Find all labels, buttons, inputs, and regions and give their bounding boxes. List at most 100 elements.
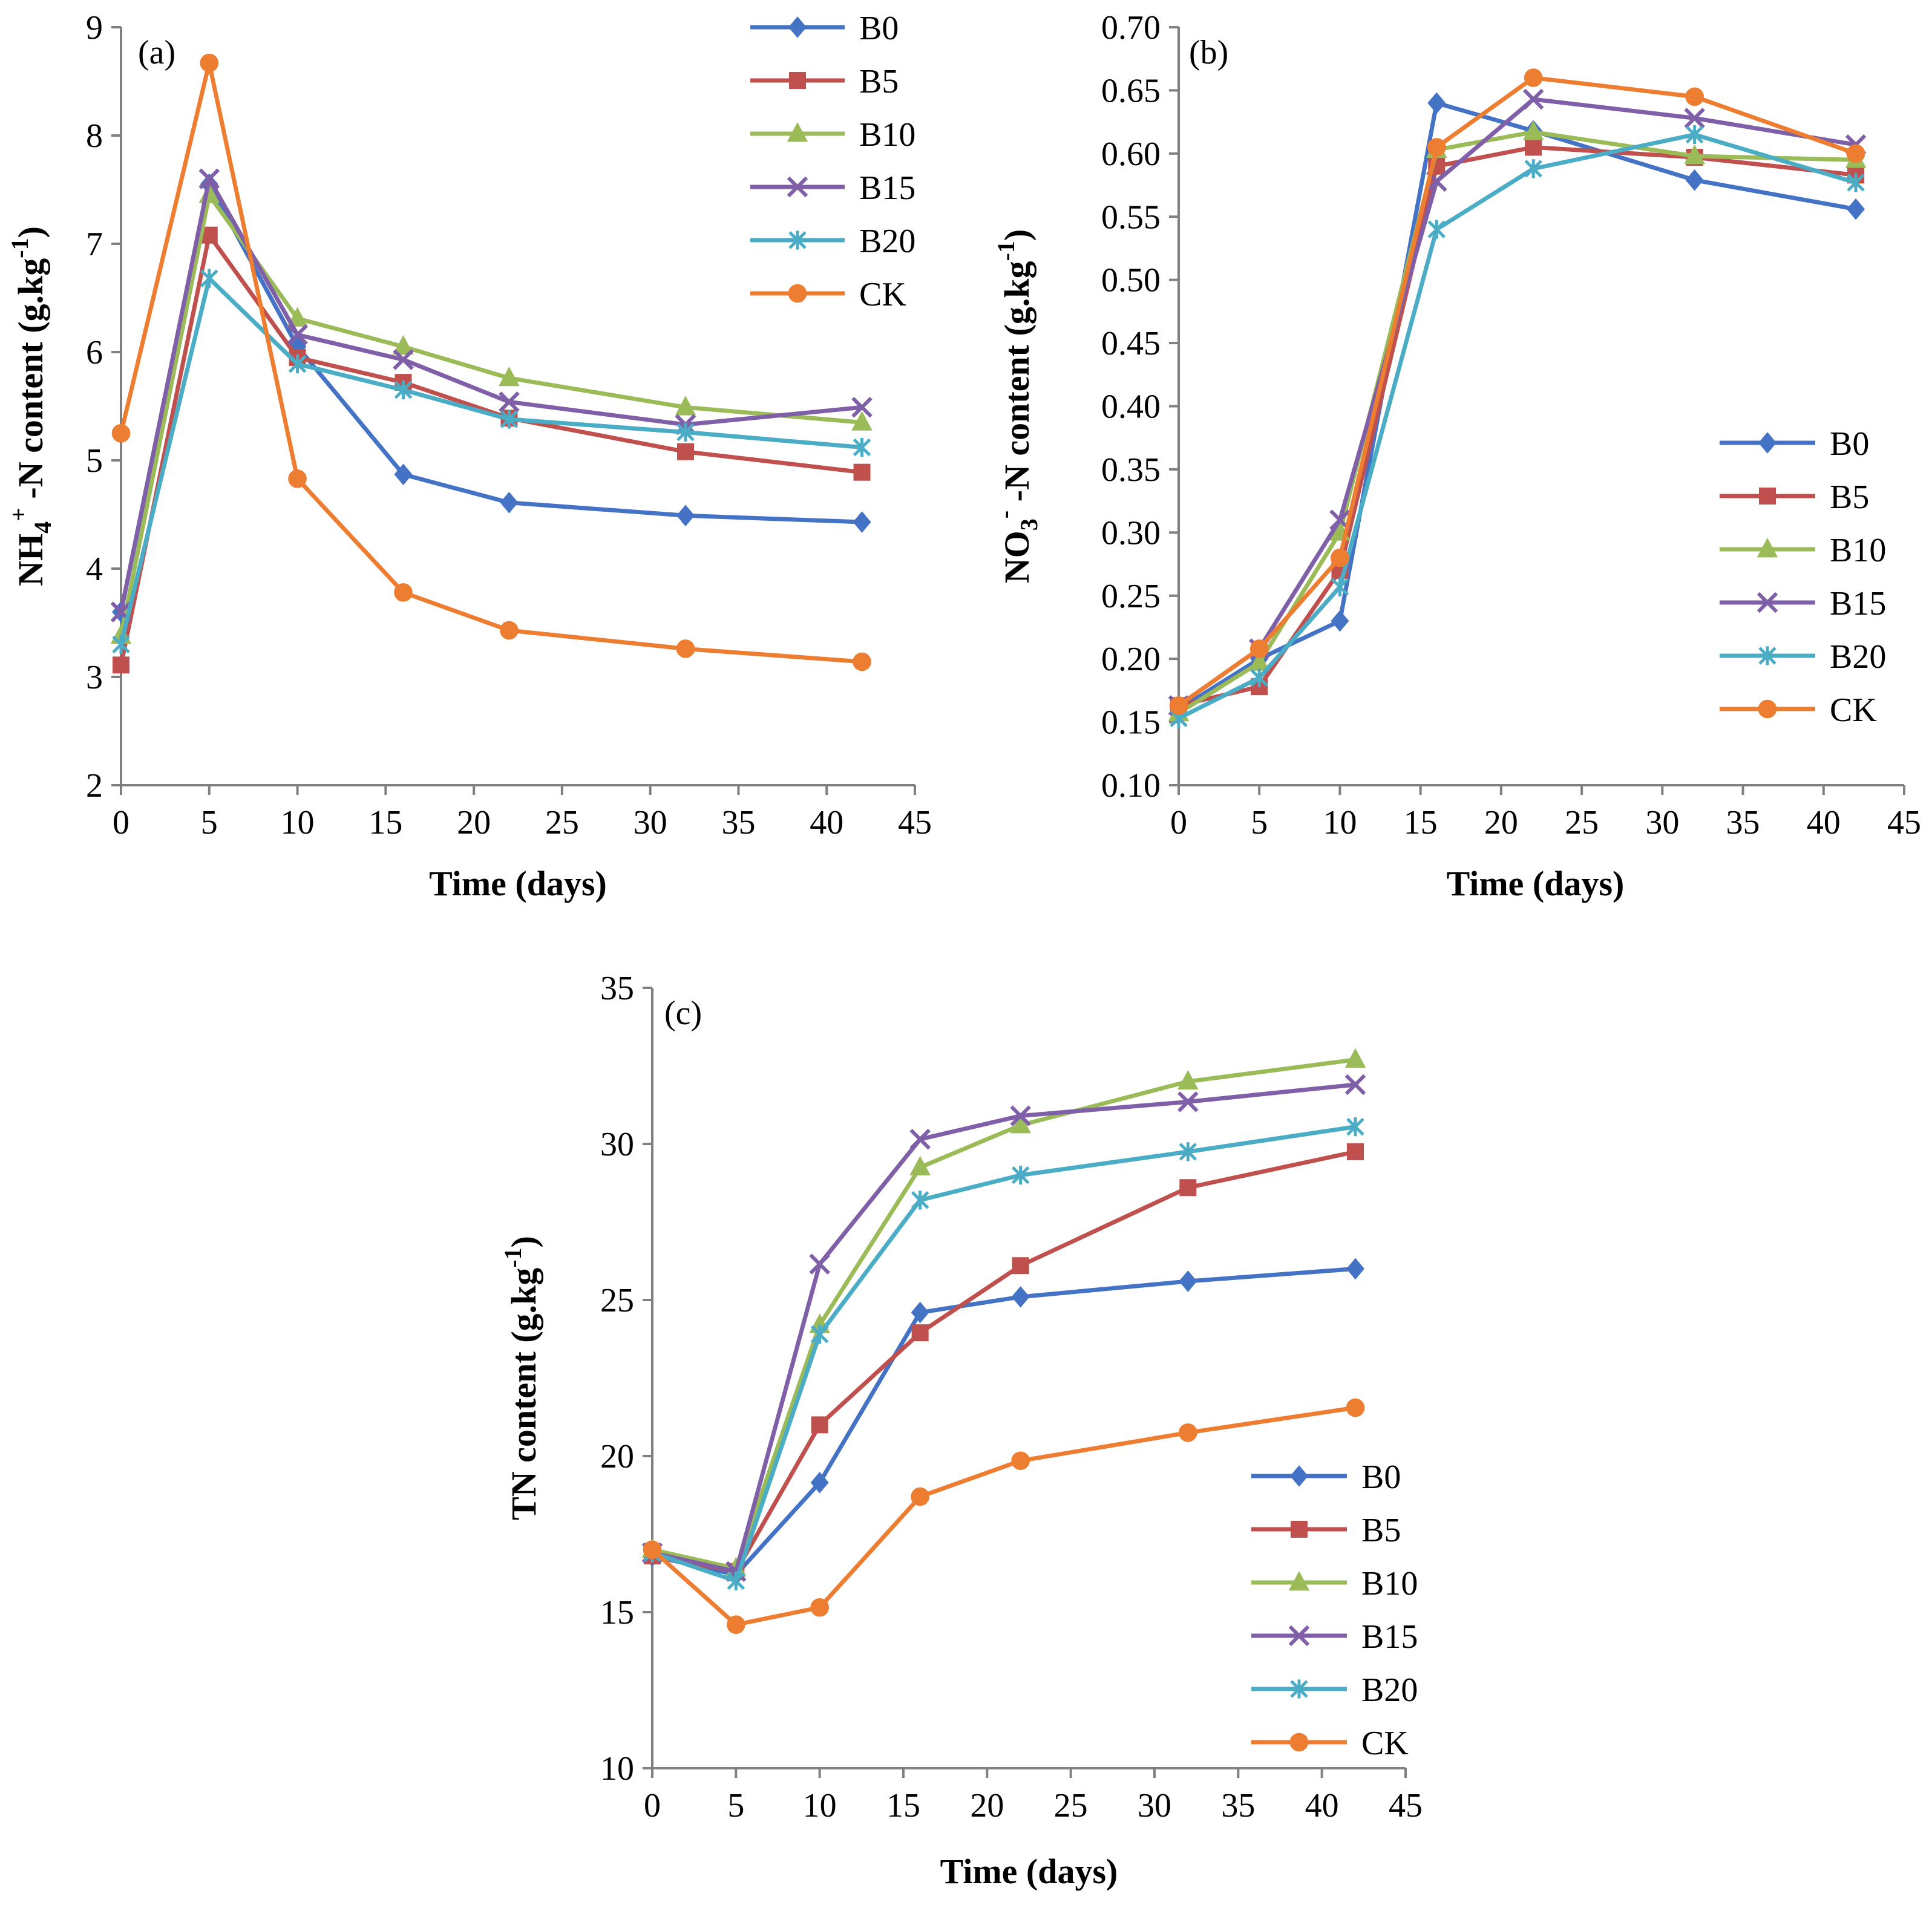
data-point-B20 xyxy=(676,422,695,442)
y-tick-label: 20 xyxy=(600,1438,634,1475)
y-tick-label: 0.50 xyxy=(1101,262,1161,299)
data-point-B15 xyxy=(851,397,873,418)
legend-marker-CK xyxy=(1289,1733,1309,1752)
data-point-B0 xyxy=(810,1472,829,1494)
data-point-CK xyxy=(1169,696,1188,715)
y-tick-label: 0.35 xyxy=(1101,451,1161,489)
data-point-B10 xyxy=(1522,120,1544,140)
legend-label-B20: B20 xyxy=(1830,638,1886,676)
data-point-B10 xyxy=(1684,144,1705,165)
data-point-B20 xyxy=(1011,1166,1030,1185)
x-tick-label: 5 xyxy=(201,804,218,841)
y-tick-label: 3 xyxy=(86,659,103,696)
data-point-B15 xyxy=(287,324,308,345)
data-point-B15 xyxy=(393,349,414,370)
legend-label-B15: B15 xyxy=(859,169,915,207)
data-point-B0 xyxy=(1179,1270,1197,1292)
legend-marker-B5 xyxy=(789,72,806,89)
y-title-sub: 4 xyxy=(29,521,56,534)
legend-marker-CK xyxy=(1758,699,1777,719)
y-axis-title: NO3- -N content (g.kg-1) xyxy=(991,229,1043,583)
x-tick-label: 30 xyxy=(634,804,667,841)
y-tick-label: 10 xyxy=(600,1750,634,1788)
data-point-B10 xyxy=(909,1155,931,1176)
data-point-B5 xyxy=(113,656,129,674)
data-point-B10 xyxy=(1344,1048,1366,1068)
legend-marker-CK xyxy=(788,284,807,303)
data-point-CK xyxy=(727,1615,745,1634)
y-tick-label: 0.25 xyxy=(1101,578,1161,615)
series-line-B0 xyxy=(119,182,862,613)
data-point-CK xyxy=(676,639,695,658)
y-title-close: ) xyxy=(997,229,1036,241)
data-point-CK xyxy=(1427,138,1446,157)
data-point-CK xyxy=(200,53,219,73)
y-title-sup: + xyxy=(5,508,32,521)
series-line-B15 xyxy=(119,177,862,613)
legend-marker-B20 xyxy=(788,230,807,250)
legend-label-B0: B0 xyxy=(1830,425,1869,463)
legend-marker-B20 xyxy=(1290,1679,1308,1699)
y-title-sub: 3 xyxy=(1015,518,1043,531)
legend-marker-B15 xyxy=(787,176,808,198)
x-tick-label: 45 xyxy=(1887,804,1921,841)
y-tick-label: 35 xyxy=(600,970,634,1007)
y-tick-label: 15 xyxy=(600,1594,634,1631)
legend-marker-B20 xyxy=(1758,646,1776,665)
y-title-sup: - xyxy=(991,511,1018,518)
legend-label-B0: B0 xyxy=(1361,1458,1401,1496)
legend-label-B5: B5 xyxy=(1830,478,1869,516)
y-axis-title: NH4+ -N content (g.kg-1) xyxy=(5,226,56,586)
data-point-B20 xyxy=(1685,125,1704,145)
panel-label: (a) xyxy=(138,34,175,71)
data-point-B15 xyxy=(1344,1074,1366,1096)
panel-label: (b) xyxy=(1189,34,1228,71)
data-point-B10 xyxy=(1010,1114,1031,1134)
x-tick-label: 15 xyxy=(886,1787,920,1824)
y-title-main: NO xyxy=(997,531,1036,583)
data-point-B5 xyxy=(1347,1143,1364,1160)
legend-label-B15: B15 xyxy=(1361,1618,1418,1656)
legend-label-B5: B5 xyxy=(859,63,899,100)
data-point-B0 xyxy=(1847,198,1865,220)
data-point-B20 xyxy=(1524,159,1542,178)
data-point-B5 xyxy=(811,1416,828,1434)
y-tick-label: 0.45 xyxy=(1101,325,1161,362)
data-point-B20 xyxy=(394,381,413,400)
x-axis-title: Time (days) xyxy=(429,864,607,903)
data-point-CK xyxy=(911,1487,929,1506)
x-tick-label: 10 xyxy=(1323,804,1357,841)
data-point-B20 xyxy=(1250,668,1268,688)
x-tick-label: 15 xyxy=(1404,804,1438,841)
data-point-CK xyxy=(643,1540,662,1560)
y-tick-label: 0.10 xyxy=(1101,767,1161,805)
data-point-B15 xyxy=(1177,1091,1199,1112)
y-tick-label: 0.55 xyxy=(1101,198,1161,236)
x-tick-label: 20 xyxy=(1484,804,1518,841)
data-point-CK xyxy=(111,423,131,443)
y-tick-label: 0.20 xyxy=(1101,641,1161,678)
x-tick-label: 0 xyxy=(1170,804,1187,841)
data-point-B0 xyxy=(911,1301,929,1324)
chart-panel-1: 0.10 0.15 0.20 0.25 0.30 0.35 0.40 0.45 0.50 0.55… xyxy=(991,9,1921,903)
x-tick-label: 15 xyxy=(368,804,402,841)
y-title-main: NH xyxy=(11,534,50,586)
y-tick-label: 7 xyxy=(86,226,103,263)
data-point-B10 xyxy=(851,411,873,431)
y-title-close: ) xyxy=(504,1236,543,1247)
data-point-B0 xyxy=(1685,169,1704,191)
legend-marker-B10 xyxy=(787,122,808,142)
data-point-B10 xyxy=(287,307,308,327)
data-point-CK xyxy=(1179,1423,1197,1442)
data-point-B5 xyxy=(676,443,694,460)
data-point-CK xyxy=(500,621,519,640)
data-point-B20 xyxy=(288,354,307,374)
data-point-CK xyxy=(394,583,413,602)
x-tick-label: 5 xyxy=(727,1787,744,1824)
y-tick-label: 2 xyxy=(86,767,103,805)
y-tick-label: 0.40 xyxy=(1101,388,1161,426)
data-point-B20 xyxy=(1331,577,1349,596)
legend-label-B10: B10 xyxy=(1830,532,1886,569)
data-point-B20 xyxy=(911,1191,929,1210)
